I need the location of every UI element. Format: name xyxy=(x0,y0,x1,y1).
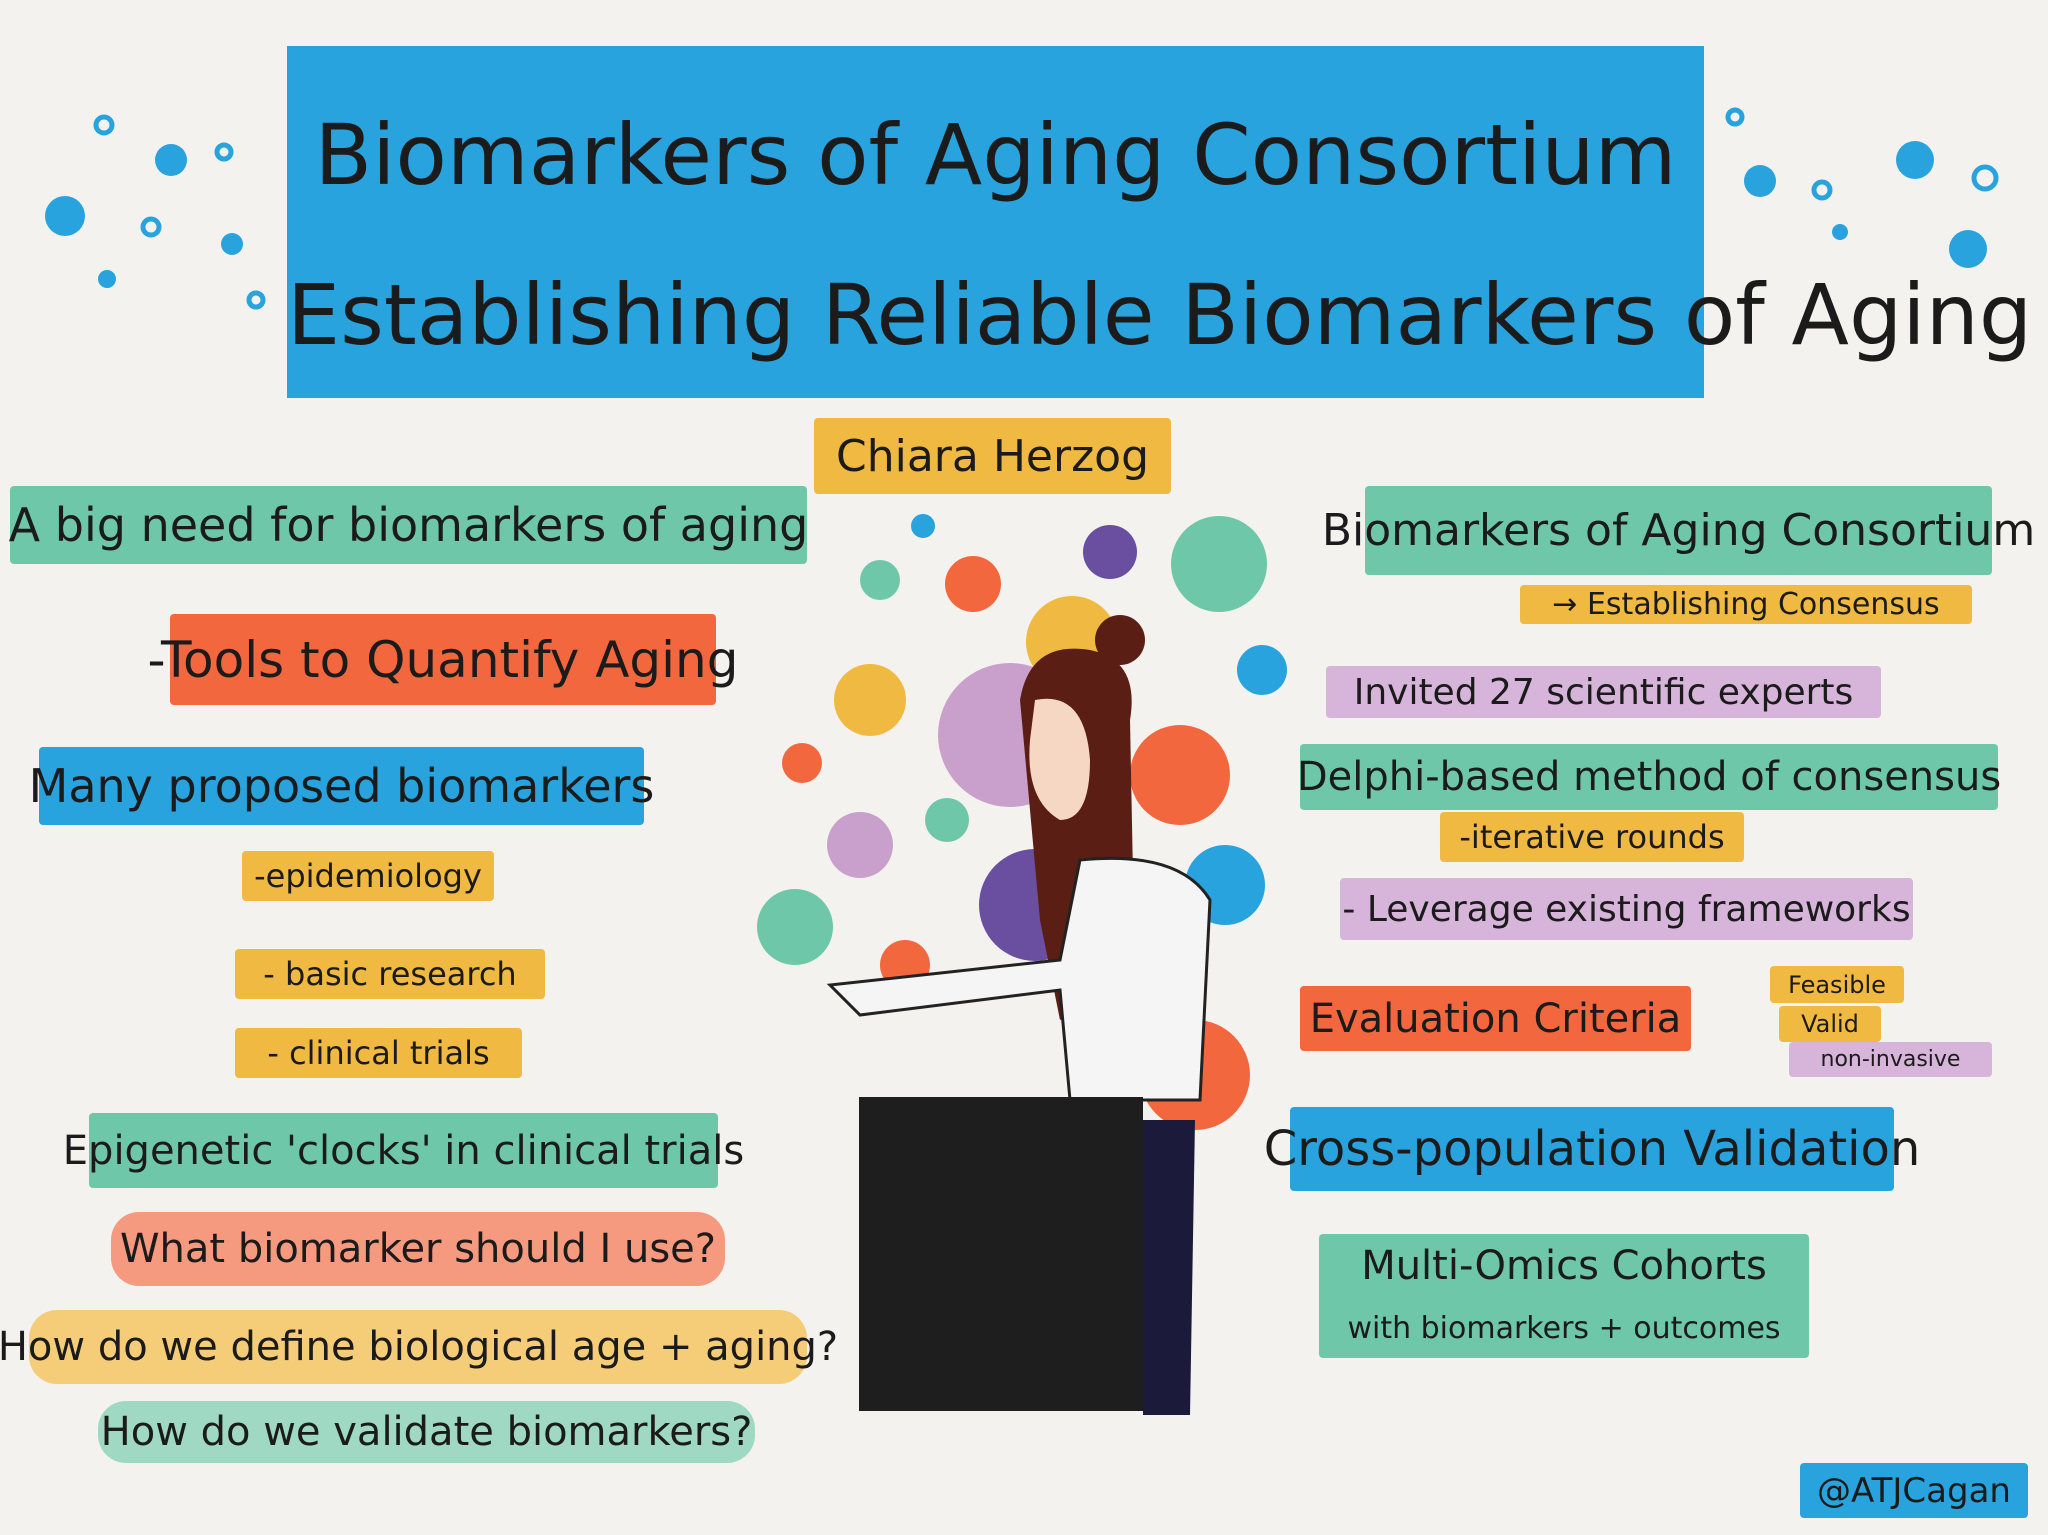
speaker-name: Chiara Herzog xyxy=(814,418,1171,494)
note: → Establishing Consensus xyxy=(1520,585,1972,624)
note: Valid xyxy=(1779,1006,1881,1042)
note: Invited 27 scientific experts xyxy=(1326,666,1881,718)
idea-bubbles xyxy=(757,514,1287,1130)
title-line: Establishing Reliable Biomarkers of Agin… xyxy=(287,266,2033,364)
note: Many proposed biomarkers xyxy=(29,747,654,825)
note: Evaluation Criteria xyxy=(1300,986,1691,1051)
note: non-invasive xyxy=(1789,1042,1992,1077)
speaker-figure xyxy=(826,615,1212,1415)
note: How do we validate biomarkers? xyxy=(98,1401,755,1463)
side-rings xyxy=(93,107,1999,310)
note: A big need for biomarkers of aging xyxy=(9,486,808,564)
note: -iterative rounds xyxy=(1440,812,1744,862)
note: Multi-Omics Cohorts xyxy=(1319,1234,1809,1298)
side-bubbles xyxy=(45,141,1987,288)
note: Delphi-based method of consensus xyxy=(1297,744,2001,810)
note: -Tools to Quantify Aging xyxy=(148,614,738,705)
note: - basic research xyxy=(235,949,545,999)
note: Feasible xyxy=(1770,966,1904,1003)
title-line: Biomarkers of Aging Consortium xyxy=(314,106,1677,204)
note: Cross-population Validation xyxy=(1264,1107,1920,1191)
note: Epigenetic 'clocks' in clinical trials xyxy=(63,1113,744,1188)
note: Biomarkers of Aging Consortium xyxy=(1322,486,2035,575)
note: - Leverage existing frameworks xyxy=(1340,878,1913,940)
note: How do we define biological age + aging? xyxy=(0,1310,838,1384)
credit: @ATJCagan xyxy=(1800,1463,2028,1518)
note: with biomarkers + outcomes xyxy=(1319,1298,1809,1358)
title-banner: Biomarkers of Aging Consortium Establish… xyxy=(287,46,2033,398)
note: What biomarker should I use? xyxy=(111,1212,725,1286)
note: -epidemiology xyxy=(242,851,494,901)
note: - clinical trials xyxy=(235,1028,522,1078)
